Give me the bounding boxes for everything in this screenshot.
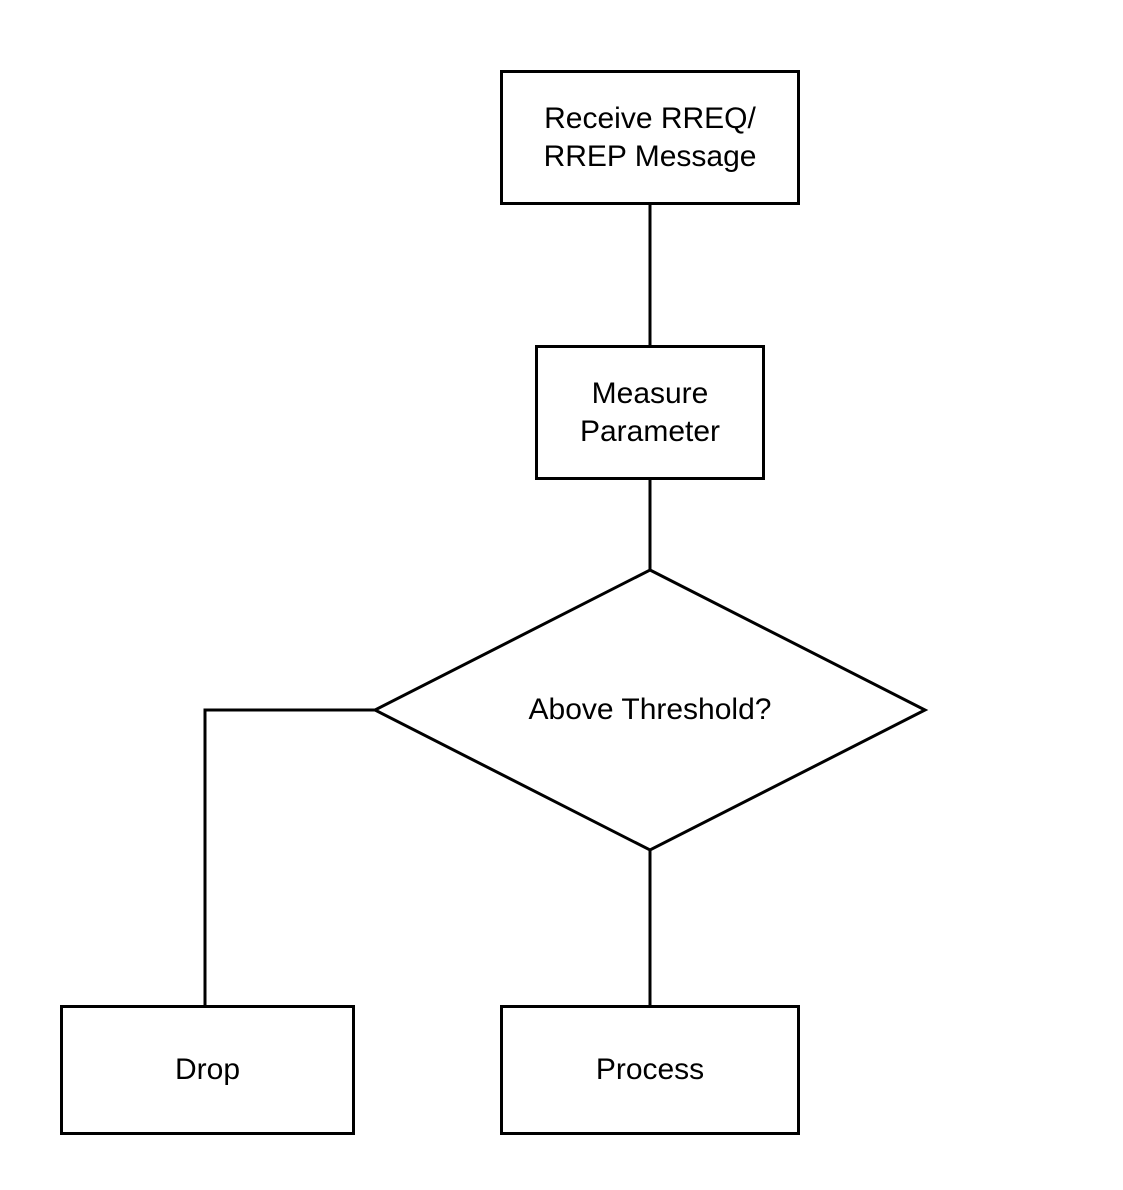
flowchart-canvas: Receive RREQ/ RREP Message Measure Param… [0,0,1123,1190]
node-decision: Above Threshold? [375,570,925,850]
node-drop: Drop [60,1005,355,1135]
node-drop-label: Drop [175,1051,240,1089]
node-receive: Receive RREQ/ RREP Message [500,70,800,205]
node-decision-label: Above Threshold? [529,693,772,727]
node-measure: Measure Parameter [535,345,765,480]
node-receive-label: Receive RREQ/ RREP Message [544,100,757,175]
node-measure-label: Measure Parameter [580,375,720,450]
node-process-label: Process [596,1051,704,1089]
node-process: Process [500,1005,800,1135]
